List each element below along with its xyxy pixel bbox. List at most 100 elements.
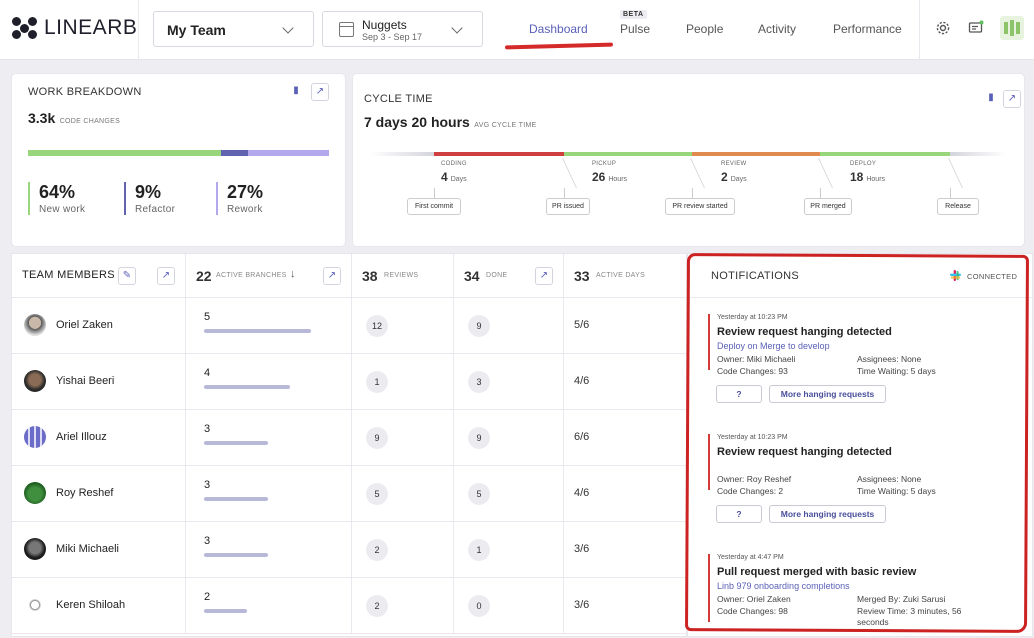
milestone-line <box>950 188 951 198</box>
expand-icon[interactable]: ↗ <box>157 267 175 285</box>
member-cell: Oriel Zaken <box>12 298 186 354</box>
tab-performance[interactable]: Performance <box>833 22 902 36</box>
tab-pulse[interactable]: Pulse <box>620 22 651 36</box>
branches-bar <box>204 609 247 613</box>
team-select[interactable]: My Team <box>153 11 314 47</box>
table-row[interactable]: Keren Shiloah 2 2 0 3/6 <box>12 578 686 634</box>
column-total: 22 <box>196 268 212 284</box>
more-hanging-requests-button[interactable]: More hanging requests <box>769 385 886 403</box>
table-row[interactable]: Miki Michaeli 3 2 1 3/6 <box>12 522 686 578</box>
highlight-annotation <box>685 253 1029 633</box>
table-row[interactable]: Yishai Beeri 4 1 3 4/6 <box>12 354 686 410</box>
branches-count: 5 <box>204 311 211 323</box>
table-row[interactable]: Ariel Illouz 3 9 9 6/6 <box>12 410 686 466</box>
sort-down-icon[interactable]: ↓ <box>290 268 296 280</box>
user-avatar-icon[interactable] <box>1000 16 1024 40</box>
member-name[interactable]: Oriel Zaken <box>56 319 113 331</box>
column-total: 34 <box>464 268 480 284</box>
table-row[interactable]: Oriel Zaken 5 12 9 5/6 <box>12 298 686 354</box>
reviews-cell: 1 <box>352 354 454 410</box>
active-tab-underline <box>504 42 614 50</box>
branches-count: 2 <box>204 591 211 603</box>
stage-pickup: PICKUP 26 Hours <box>592 161 627 184</box>
timeline-tail <box>950 152 1006 156</box>
done-count[interactable]: 9 <box>468 427 490 449</box>
stage-bar-coding <box>434 152 564 156</box>
reviews-cell: 9 <box>352 410 454 466</box>
member-name[interactable]: Keren Shiloah <box>56 599 126 611</box>
gear-icon[interactable] <box>935 20 951 36</box>
chart-icon[interactable]: ▮ <box>982 90 1000 108</box>
member-name[interactable]: Ariel Illouz <box>56 431 107 443</box>
milestone-line <box>692 188 693 198</box>
stage-value: 18 <box>850 170 864 184</box>
stat-label: Rework <box>227 204 263 215</box>
reviews-count[interactable]: 9 <box>366 427 388 449</box>
beta-badge: BETA <box>620 10 647 19</box>
stage-value: 26 <box>592 170 606 184</box>
tab-people[interactable]: People <box>686 22 724 36</box>
milestone-pr-review-started: PR review started <box>665 198 735 215</box>
help-button[interactable]: ? <box>716 385 762 403</box>
branches-count: 3 <box>204 423 211 435</box>
member-name[interactable]: Yishai Beeri <box>56 375 115 387</box>
expand-icon[interactable]: ↗ <box>535 267 553 285</box>
expand-icon[interactable]: ↗ <box>323 267 341 285</box>
stage-value: 4 <box>441 170 448 184</box>
date-range-select[interactable]: Nuggets Sep 3 - Sep 17 <box>322 11 483 47</box>
divider <box>919 0 920 60</box>
reviews-cell: 2 <box>352 578 454 634</box>
reviews-count[interactable]: 2 <box>366 539 388 561</box>
stage-label: CODING <box>441 161 467 167</box>
header-team-members: TEAM MEMBERS ✎ ↗ <box>12 254 186 298</box>
stat-value: 27% <box>227 182 264 202</box>
notifications-header: NOTIFICATIONS CONNECTED <box>688 254 1032 298</box>
notification-link[interactable]: Linb 979 onboarding completions <box>717 581 850 591</box>
more-hanging-requests-button[interactable]: More hanging requests <box>769 505 886 523</box>
stage-label: DEPLOY <box>850 161 877 167</box>
branches-cell: 5 <box>186 298 352 354</box>
header-done[interactable]: 34 DONE ↗ <box>454 254 564 298</box>
expand-icon[interactable]: ↗ <box>311 83 329 101</box>
feedback-icon[interactable] <box>968 20 984 36</box>
notification-link[interactable]: Deploy on Merge to develop <box>717 341 830 351</box>
reviews-cell: 12 <box>352 298 454 354</box>
reviews-count[interactable]: 5 <box>366 483 388 505</box>
done-count[interactable]: 1 <box>468 539 490 561</box>
stage-unit: Days <box>730 176 747 183</box>
reviews-count[interactable]: 1 <box>366 371 388 393</box>
notification-item: Yesterday at 4:47 PM Pull request merged… <box>708 554 1008 627</box>
help-button[interactable]: ? <box>716 505 762 523</box>
member-cell: Ariel Illouz <box>12 410 186 466</box>
avg-cycle-label: AVG CYCLE TIME <box>474 122 537 129</box>
milestone-line <box>434 188 435 198</box>
linearb-logo[interactable]: LINEARB <box>12 16 137 40</box>
done-count[interactable]: 3 <box>468 371 490 393</box>
table-row[interactable]: Roy Reshef 3 5 5 4/6 <box>12 466 686 522</box>
notification-code-changes: Code Changes: 2 <box>717 486 784 496</box>
team-select-value: My Team <box>167 22 226 38</box>
tab-activity[interactable]: Activity <box>758 22 797 36</box>
member-name[interactable]: Roy Reshef <box>56 487 114 499</box>
reviews-count[interactable]: 12 <box>366 315 388 337</box>
expand-icon[interactable]: ↗ <box>1003 90 1021 108</box>
header-active-branches[interactable]: 22 ACTIVE BRANCHES ↓ ↗ <box>186 254 352 298</box>
avatar <box>24 482 46 504</box>
notification-title: Pull request merged with basic review <box>717 566 917 578</box>
tab-dashboard[interactable]: Dashboard <box>529 22 588 36</box>
edit-icon[interactable]: ✎ <box>118 267 136 285</box>
active-days-value: 6/6 <box>574 431 590 443</box>
done-cell: 9 <box>454 410 564 466</box>
done-count[interactable]: 9 <box>468 315 490 337</box>
branches-bar <box>204 441 268 445</box>
reviews-count[interactable]: 2 <box>366 595 388 617</box>
header-active-days[interactable]: 33 ACTIVE DAYS <box>564 254 686 298</box>
member-cell: Keren Shiloah <box>12 578 186 634</box>
done-count[interactable]: 5 <box>468 483 490 505</box>
member-name[interactable]: Miki Michaeli <box>56 543 119 555</box>
done-count[interactable]: 0 <box>468 595 490 617</box>
chart-icon[interactable]: ▮ <box>287 83 305 101</box>
header-reviews[interactable]: 38 REVIEWS <box>352 254 454 298</box>
column-label: DONE <box>486 272 508 279</box>
reviews-cell: 2 <box>352 522 454 578</box>
